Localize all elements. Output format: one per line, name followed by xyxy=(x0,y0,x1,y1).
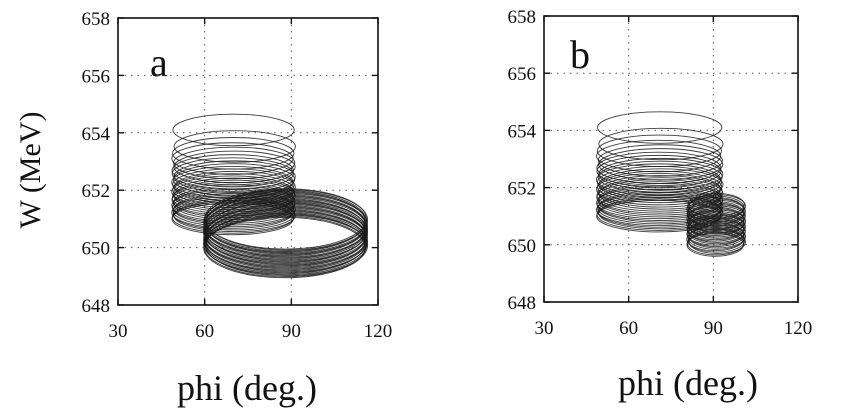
x-tick-label-a-90: 90 xyxy=(282,321,301,342)
ring-a-1-12 xyxy=(172,168,295,201)
ring-b-2-11 xyxy=(686,206,744,231)
y-tick-label-a-654: 654 xyxy=(82,124,111,145)
y-tick-label-b-648: 648 xyxy=(508,293,537,314)
y-tick-label-b-652: 652 xyxy=(508,179,537,200)
ring-b-2-12 xyxy=(687,208,745,232)
series-a-2 xyxy=(203,188,369,279)
ring-a-1-3 xyxy=(172,137,295,170)
ring-a-2-27 xyxy=(204,214,368,276)
ring-b-2-2 xyxy=(688,194,747,219)
plot-frame-a xyxy=(117,17,379,306)
panel-a: 30 60 90 120 648 650 652 654 656 658 xyxy=(82,9,393,342)
y-tick-label-a-656: 656 xyxy=(82,66,111,87)
y-tick-label-a-648: 648 xyxy=(82,296,111,317)
ring-b-2-28 xyxy=(688,230,746,254)
ring-b-1-1 xyxy=(597,111,723,144)
x-tick-label-b-90: 90 xyxy=(704,318,723,339)
panel-letter-a: a xyxy=(150,40,168,85)
panel-letter-b: b xyxy=(570,32,590,77)
y-tick-label-b-658: 658 xyxy=(508,7,537,28)
ring-b-1-25 xyxy=(597,192,723,225)
ring-a-2-11 xyxy=(203,198,366,260)
ring-b-2-4 xyxy=(686,197,744,221)
y-tick-label-a-658: 658 xyxy=(82,9,111,30)
y-tick-label-a-650: 650 xyxy=(82,239,111,260)
ring-b-1-24 xyxy=(598,190,724,223)
ring-b-2-6 xyxy=(688,199,746,224)
ring-b-2-25 xyxy=(687,226,745,250)
ring-b-2-17 xyxy=(688,214,746,239)
x-axis-title-b: phi (deg.) xyxy=(618,363,758,403)
ring-a-2-28 xyxy=(205,215,369,277)
x-tick-label-a-120: 120 xyxy=(364,321,393,342)
ring-a-1-1 xyxy=(172,113,295,147)
ring-b-1-3 xyxy=(596,134,722,168)
panel-b: 30 60 90 120 648 650 652 654 656 658 xyxy=(508,7,813,339)
plot-frame-b xyxy=(543,15,799,303)
series-b-2 xyxy=(686,192,747,257)
ring-b-2-22 xyxy=(686,221,744,246)
ring-b-1-2 xyxy=(598,127,724,161)
ring-b-1-5 xyxy=(597,144,723,177)
ring-b-2-26 xyxy=(686,227,744,252)
x-tick-label-a-60: 60 xyxy=(195,321,214,342)
ring-a-2-24 xyxy=(205,211,369,273)
y-tick-label-a-652: 652 xyxy=(82,181,111,202)
y-tick-label-b-654: 654 xyxy=(508,121,537,142)
ring-b-2-13 xyxy=(688,209,747,234)
x-axis-title-a: phi (deg.) xyxy=(177,368,317,408)
y-axis-title-a: W (MeV) xyxy=(14,112,47,229)
ring-a-1-2 xyxy=(173,130,296,163)
x-tick-label-b-120: 120 xyxy=(784,318,813,339)
ring-b-2-15 xyxy=(686,212,744,236)
y-tick-label-b-656: 656 xyxy=(508,64,537,85)
ring-b-2-30 xyxy=(686,232,744,257)
x-tick-label-b-60: 60 xyxy=(619,318,638,339)
ring-b-2-19 xyxy=(686,217,744,242)
x-tick-label-a-30: 30 xyxy=(109,321,128,342)
y-tick-label-b-650: 650 xyxy=(508,236,537,257)
x-tick-label-b-30: 30 xyxy=(535,318,554,339)
ring-b-2-24 xyxy=(688,224,747,249)
ring-a-1-5 xyxy=(173,146,296,180)
ring-b-1-12 xyxy=(596,165,723,199)
ring-a-2-30 xyxy=(203,217,366,279)
